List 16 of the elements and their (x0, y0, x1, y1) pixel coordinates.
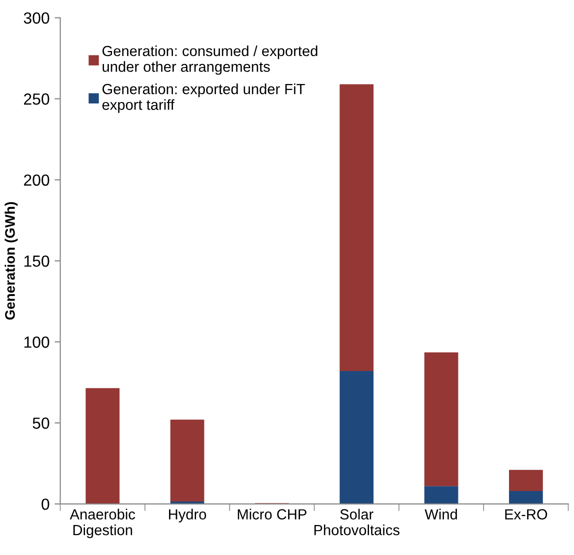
y-tick-label: 300 (24, 12, 50, 24)
x-tick-label: Micro CHP (238, 508, 306, 520)
x-tick-label: Ex-RO (505, 509, 548, 520)
y-tick-label: 50 (32, 418, 50, 429)
y-axis-title: Generation (GWh) (4, 202, 18, 320)
x-tick-label: Wind (424, 508, 457, 520)
legend-label: Generation: exported under FiT export tariff (102, 84, 305, 113)
x-tick-label: Anaerobic Digestion (70, 508, 136, 538)
x-tick-label: Solar Photovoltaics (314, 508, 400, 536)
y-tick-label: 150 (24, 255, 50, 267)
y-tick-label: 200 (24, 174, 50, 186)
y-tick-label: 100 (24, 336, 50, 348)
y-tick-label: 0 (42, 498, 50, 510)
legend-label: Generation: consumed / exported under other arrangements (102, 45, 318, 75)
y-tick-label: 250 (24, 93, 50, 105)
x-tick-label: Hydro (169, 508, 206, 522)
